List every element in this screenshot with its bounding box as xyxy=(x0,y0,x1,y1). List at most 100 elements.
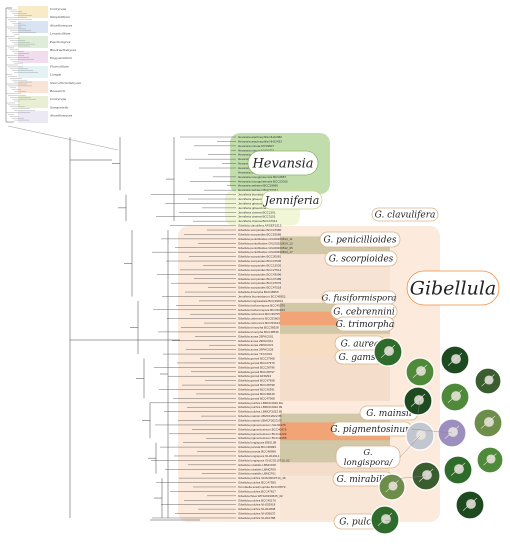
clade-gibellula: Gibellula xyxy=(410,278,496,300)
tip-label: Jenniferia thomisidarum MY00089 xyxy=(238,193,284,197)
tip-label: Gibellula clavulifera ARSEF1915 xyxy=(238,224,282,228)
tip-label: Gibellula gamsii BCC47968 xyxy=(238,396,275,400)
tip-label: Gibellula pigmentosinum BCC41203 xyxy=(238,432,287,436)
tip-label: Jenniferia cinerea BCC47914 xyxy=(238,219,278,223)
overview-clade-label: Cordyceps xyxy=(50,97,67,101)
tip-label: Gibellula gamsii BCC28797 xyxy=(238,370,275,374)
overview-clade-band xyxy=(18,21,48,33)
tip-label: Gibellula pigmentosinum BCC40978 xyxy=(238,427,287,431)
specimen-synnema xyxy=(410,393,426,407)
tip-label: Jenniferia griseocinerea MY06606 xyxy=(238,197,284,201)
overview-clade-label: Beauveria xyxy=(49,89,66,93)
tip-label: Gibellula pulchra BCC45176 xyxy=(238,498,276,502)
tip-label: Gibellula mirabilis LBMCF08 xyxy=(238,463,276,467)
photo-connector xyxy=(417,400,421,414)
tip-label: Gibellula scorpioides BCC43096 xyxy=(238,272,282,276)
clade-g-scorpioides: G. scorpioides xyxy=(329,255,394,265)
tip-label: Gibellula pigmentosinum NHJ11976 xyxy=(238,423,286,427)
tip-label: Gibellula penicillioides GNJ20200812_05 xyxy=(238,246,293,250)
overview-clade-label: Akanthomyces xyxy=(49,114,73,118)
overview-clade-band xyxy=(18,51,48,63)
tip-label: Gibellula longispora EBSL08 xyxy=(238,441,277,445)
trimorpha-strip xyxy=(280,324,390,335)
tip-label: Hevansia minuta MY09607 xyxy=(238,144,274,148)
overview-clade-label: Engyodontium xyxy=(49,56,72,60)
tip-label: Gibellula mainsii LBMCF2023.09 xyxy=(238,419,282,423)
tip-label: Gibellula cebrennini BCC53613 xyxy=(238,321,280,325)
tip-label: Gibellula parvula BCC48998 xyxy=(238,450,276,454)
overview-clade-label: Liangia xyxy=(49,73,62,77)
tip-label: Gibellula pulchra LBMCF2022.DA xyxy=(238,401,283,405)
tip-label: Hevansia novoguineensis BCC2867 xyxy=(238,175,286,179)
tip-label: Gibellula penicillioides GNJ20200814_13 xyxy=(238,241,293,245)
tip-label: Jenniferia griseocinerea BCC42062 xyxy=(238,201,286,205)
tip-label: Hevansia novoguineensis BCC23015 xyxy=(238,179,288,183)
clade-g-mainsii: G. mainsii xyxy=(366,409,412,419)
tip-label: Gibellula parvula BCC48999 xyxy=(238,445,276,449)
tip-label: Gibellula trimorpha BCC38536 xyxy=(238,330,279,334)
specimen-synnema xyxy=(380,344,396,358)
tip-label: Gibellula gamsii BCC27968 xyxy=(238,357,275,361)
tip-label: Gibellula mirabilis LBMCF09 xyxy=(238,467,276,471)
tip-label: Gibellula cebrennini BCC53605 xyxy=(238,317,280,321)
overview-clade-label: Lecanicillium xyxy=(49,32,71,36)
specimen-synnema xyxy=(480,415,496,429)
overview-clade-band xyxy=(18,111,48,123)
clade-g-scorpioides-box xyxy=(324,250,398,267)
clade-g-pulchra: G. pulchra xyxy=(339,518,387,528)
tip-label: Gibellula pulchra NHJ10788 xyxy=(238,516,276,520)
specimen-synnema xyxy=(418,468,434,482)
specimen-synnema xyxy=(483,453,497,466)
overview-clade-label: Cordyceps xyxy=(50,7,67,11)
tip-label: Gibellula aurea 29PAC021 xyxy=(238,343,274,347)
tip-label: Gibellula gamsii BCC47958 xyxy=(238,379,275,383)
tip-label: Hevansia arachnophila NHJ2433 xyxy=(238,139,282,143)
tip-label: Gibellula scorpioides BCC27514 xyxy=(238,268,282,272)
tip-label: Gibellula longispora GNJ20210710_02 xyxy=(238,458,290,462)
clade-hevansia-box xyxy=(247,150,319,176)
tip-label: Gibellula pulchra NHJ10808 xyxy=(238,507,276,511)
tip-label: Hevansia minuta MY06702 xyxy=(238,148,274,152)
overview-clade-label: Neurotrichommyces xyxy=(49,81,81,85)
tip-label: Gibellula pulchra BCC47555 xyxy=(238,481,276,485)
overview-clade-band xyxy=(18,96,48,108)
overview-clade-band xyxy=(18,6,48,18)
tip-label: Gibellula scorpioides BCC47530 xyxy=(238,259,282,263)
clade-g-cebrennini: G. cebrennini xyxy=(333,308,395,318)
clade-jenniferia: Jenniferia xyxy=(263,194,320,207)
clade-g-gamsii: G. gamsii xyxy=(339,353,382,363)
tip-label: Gibellula trimorpha BCC38528 xyxy=(238,325,279,329)
tip-label: Gibellula mirabilis LBMCF01 xyxy=(238,472,276,476)
tip-label: Gibellula longicaudata BCC49901 xyxy=(238,299,283,303)
tip-label: Gibellula scorpioides BCC53589 xyxy=(238,232,282,236)
tip-label: Gibellula aurea 29PAC011 xyxy=(238,339,273,343)
tip-label: Gibellula scorpioides BCC47518 xyxy=(238,286,282,290)
clade-gibellula-box xyxy=(406,270,500,306)
specimen-synnema xyxy=(447,352,463,366)
clade-hevansia: Hevansia xyxy=(251,157,313,172)
overview-clade-label: Blackwellomyces xyxy=(49,48,77,52)
tip-label: Jenniferia cinerea BCC3151 xyxy=(238,215,276,219)
tip-label: Gibellula scorpioides BCC13020 xyxy=(238,263,282,267)
specimen-synnema xyxy=(444,425,460,439)
tip-label: Gibellula flava WFS20190625_02 xyxy=(238,494,283,498)
tip-label: Gibellula aurea 29PAC028 xyxy=(238,348,274,352)
tip-label: Gibellula pulchra NHJ05637 xyxy=(238,512,276,516)
mainsii-strip xyxy=(280,413,390,424)
tip-label: Jenniferia griseocinerea BCC44683 xyxy=(238,206,286,210)
clade-g-aurea: G. aurea xyxy=(341,340,380,350)
specimen-synnema xyxy=(481,374,495,387)
overview-connector xyxy=(7,125,119,151)
tip-label: Gibellula pulchra GNJ20200714_46 xyxy=(238,476,286,480)
photo-connector xyxy=(399,435,421,458)
tip-label: Gibellula gamsii BCC27970 xyxy=(238,361,275,365)
overview-clade-label: Flavocillium xyxy=(49,64,69,68)
clade-g-trimorpha-box xyxy=(335,316,395,332)
tip-label: Gibellula cebrennini BCC39705 xyxy=(238,312,280,316)
specimen-synnema xyxy=(412,364,428,378)
clade-g-trimorpha: G. trimorpha xyxy=(336,320,395,330)
clade-g-mirabilis: G. mirabilis xyxy=(337,475,390,485)
clade-g-pigmentosinum: G. pigmentosinum xyxy=(330,425,413,435)
tip-label: Gibellula scorpioides BCC20081 xyxy=(238,255,282,259)
